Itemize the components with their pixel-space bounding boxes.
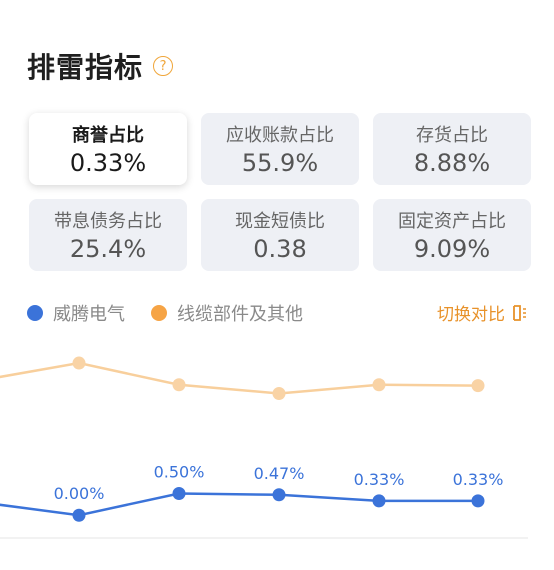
legend-item-company[interactable]: 威腾电气 bbox=[27, 300, 125, 326]
metric-label: 现金短债比 bbox=[235, 211, 325, 232]
metric-value: 0.38 bbox=[253, 235, 307, 263]
metric-value: 0.33% bbox=[69, 149, 147, 177]
data-label: 0.33% bbox=[453, 470, 504, 489]
page-title: 排雷指标 bbox=[27, 51, 144, 84]
metric-label: 带息债务占比 bbox=[54, 211, 162, 232]
metric-value: 8.88% bbox=[413, 149, 491, 177]
metric-label: 存货占比 bbox=[416, 125, 488, 146]
metric-card-goodwill[interactable]: 商誉占比 0.33% bbox=[29, 113, 187, 185]
switch-compare-button[interactable]: 切换对比 bbox=[437, 300, 527, 325]
section-header: 排雷指标 ? bbox=[27, 46, 174, 86]
legend-item-industry[interactable]: 线缆部件及其他 bbox=[151, 300, 303, 326]
metric-label: 商誉占比 bbox=[72, 125, 144, 146]
metric-value: 9.09% bbox=[413, 235, 491, 263]
switch-compare-label: 切换对比 bbox=[437, 305, 505, 325]
company-data-point[interactable] bbox=[272, 488, 286, 502]
company-data-point[interactable] bbox=[172, 486, 186, 500]
switch-compare-icon bbox=[513, 304, 526, 321]
data-label: 0.00% bbox=[54, 484, 105, 503]
company-data-point[interactable] bbox=[471, 494, 485, 508]
industry-data-point[interactable] bbox=[272, 386, 286, 400]
industry-data-point[interactable] bbox=[372, 378, 386, 392]
metric-label: 应收账款占比 bbox=[226, 125, 334, 146]
metric-value: 25.4% bbox=[69, 235, 147, 263]
legend-label: 威腾电气 bbox=[53, 304, 125, 325]
line-chart: 0.00% 0.50% 0.47% 0.33% 0.33% bbox=[0, 356, 528, 539]
legend-label: 线缆部件及其他 bbox=[177, 304, 303, 325]
company-data-point[interactable] bbox=[72, 508, 86, 522]
legend-dot bbox=[151, 305, 167, 321]
metric-card-fixed-assets[interactable]: 固定资产占比 9.09% bbox=[373, 199, 531, 271]
metric-card-receivables[interactable]: 应收账款占比 55.9% bbox=[201, 113, 359, 185]
data-label: 0.33% bbox=[354, 470, 405, 489]
question-circle-icon[interactable]: ? bbox=[153, 56, 174, 76]
company-data-point[interactable] bbox=[372, 494, 386, 508]
industry-data-point[interactable] bbox=[72, 356, 86, 370]
metric-value: 55.9% bbox=[241, 149, 319, 177]
chart-legend: 威腾电气 线缆部件及其他 切换对比 bbox=[27, 300, 527, 326]
metric-card-inventory[interactable]: 存货占比 8.88% bbox=[373, 113, 531, 185]
legend-dot bbox=[27, 305, 43, 321]
data-label: 0.50% bbox=[154, 462, 205, 481]
data-label: 0.47% bbox=[254, 464, 305, 483]
metric-card-interest-debt[interactable]: 带息债务占比 25.4% bbox=[29, 199, 187, 271]
industry-series-line bbox=[0, 361, 479, 395]
industry-data-point[interactable] bbox=[172, 378, 186, 392]
series-layer: 0.00% 0.50% 0.47% 0.33% 0.33% bbox=[0, 356, 504, 522]
industry-data-point[interactable] bbox=[471, 379, 485, 393]
company-series-line bbox=[0, 492, 478, 517]
metric-label: 固定资产占比 bbox=[398, 211, 506, 232]
metric-card-cash-debt-ratio[interactable]: 现金短债比 0.38 bbox=[201, 199, 359, 271]
